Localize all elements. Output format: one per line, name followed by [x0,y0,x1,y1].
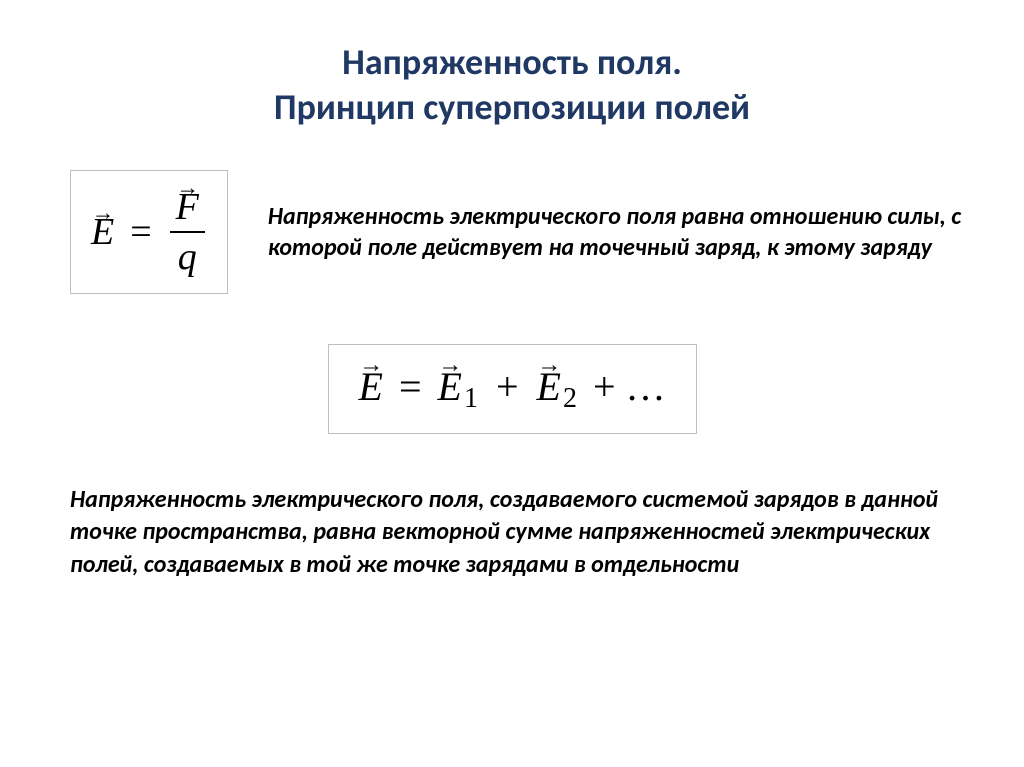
vector-E1: → E [438,363,462,410]
fraction: → F q [168,185,207,279]
title-line-1: Напряженность поля. [0,40,1024,85]
vector-E: → E [91,210,114,254]
subscript-2: 2 [563,383,577,414]
vector-F: → F [176,185,199,229]
vector-E2: → E [537,363,561,410]
principle-text: Напряженность электрического поля, созда… [0,484,1024,581]
definition-text: Напряженность электрического поля равна … [268,201,974,263]
symbol-q: q [178,236,197,278]
formula-superposition: → E = → E 1 + → E 2 + … [359,363,666,415]
title-line-2: Принцип суперпозиции полей [0,85,1024,130]
page-title-block: Напряженность поля. Принцип суперпозиции… [0,0,1024,160]
equals-sign: = [130,210,151,254]
definition-row: → E = → F q Напряженность электрического… [0,170,1024,294]
trailing-dots: + … [593,364,666,409]
subscript-1: 1 [464,383,478,414]
vector-E-sum: → E [359,363,383,410]
formula-e-eq-f-over-q: → E = → F q [91,185,207,279]
superposition-formula-row: → E = → E 1 + → E 2 + … [0,344,1024,434]
formula-box-superposition: → E = → E 1 + → E 2 + … [328,344,697,434]
equals-sign-2: = [399,364,422,409]
formula-box-e-equals-f-over-q: → E = → F q [70,170,228,294]
plus-1: + [496,364,519,409]
